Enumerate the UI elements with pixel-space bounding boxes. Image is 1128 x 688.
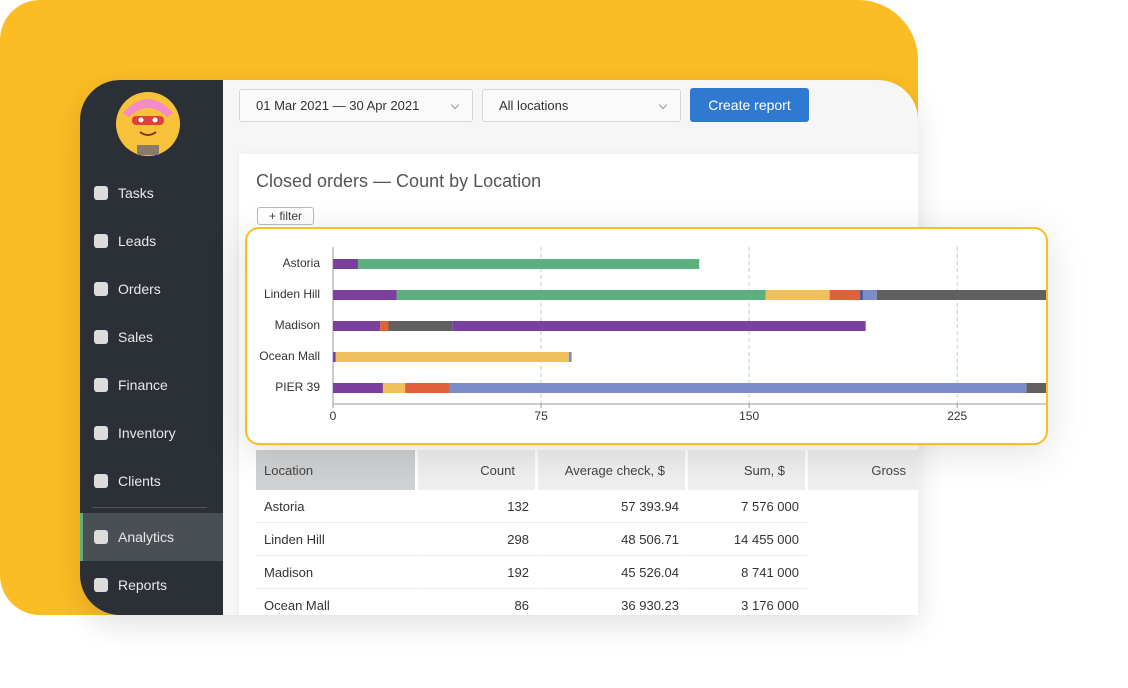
chart-panel: 0 75 150 225 Astoria Linden Hill Madison Ocean …	[245, 227, 1048, 445]
nav-label: Analytics	[118, 529, 175, 545]
table-cell: 7 576 000	[688, 490, 807, 523]
y-tick-label: Ocean Mall	[259, 349, 320, 363]
y-tick-label: Astoria	[283, 256, 321, 270]
y-tick-label: Linden Hill	[264, 287, 320, 301]
table-cell: 132	[418, 490, 537, 523]
table-cell: 192	[418, 556, 537, 589]
nav-item[interactable]: Reports	[80, 561, 223, 609]
nav-item[interactable]: Sales	[80, 313, 223, 361]
bar-segment	[405, 383, 450, 393]
separator	[92, 507, 207, 508]
column-header-label: Location	[264, 462, 314, 478]
column-header-label: Gross	[871, 462, 906, 478]
bar-segment	[333, 352, 336, 362]
column-header-label: Average check, $	[564, 462, 665, 478]
nav-label: Inventory	[118, 425, 176, 441]
bar-segment	[452, 321, 866, 331]
date-range-dropdown[interactable]: 01 Mar 2021 — 30 Apr 2021	[239, 89, 473, 122]
x-tick-label: 150	[739, 409, 759, 423]
table-cell: Madison	[256, 556, 417, 589]
bar-segment	[333, 383, 383, 393]
bar-segment	[388, 321, 453, 331]
table-cell: 8 741 000	[688, 556, 807, 589]
nav-item[interactable]: Tasks	[80, 169, 223, 217]
bar-segment	[829, 290, 861, 300]
nav-item[interactable]: Finance	[80, 361, 223, 409]
nav-item[interactable]: Analytics	[80, 513, 223, 561]
table-cell: 14 455 000	[688, 523, 807, 556]
nav-label: Clients	[118, 473, 161, 489]
bar-segment	[382, 383, 406, 393]
nav-label: Leads	[118, 233, 157, 249]
nav-icon	[94, 426, 108, 440]
chart-title: Closed orders — Count by Location	[256, 171, 542, 191]
x-tick-label: 75	[534, 409, 548, 423]
nav-item[interactable]: Orders	[80, 265, 223, 313]
column-header-label: Count	[480, 462, 515, 478]
nav-icon	[94, 330, 108, 344]
bar-segment	[333, 259, 358, 269]
column-header[interactable]: Sum, $	[688, 450, 807, 490]
bars	[333, 259, 1046, 393]
nav-icon	[94, 378, 108, 392]
table-cell: 3 176 000	[688, 589, 807, 615]
x-tick-label: 225	[947, 409, 967, 423]
bar-segment	[380, 321, 389, 331]
chart: 0 75 150 225 Astoria Linden Hill Madison Ocean …	[259, 247, 1046, 423]
table-cell: 36 930.23	[538, 589, 687, 615]
table-cell: Astoria	[256, 490, 417, 523]
nav-icon	[94, 530, 108, 544]
bar-segment	[860, 290, 863, 300]
table-cell: 48 506.71	[538, 523, 687, 556]
y-tick-label: PIER 39	[275, 380, 320, 394]
avatar	[116, 92, 180, 156]
nav-label: Tasks	[118, 185, 154, 201]
location-dropdown[interactable]: All locations	[482, 89, 681, 122]
bar-segment	[862, 290, 877, 300]
table-cell: 57 393.94	[538, 490, 687, 523]
bar-segment	[396, 290, 766, 300]
bar-segment	[335, 352, 569, 362]
filter-button[interactable]: + filter	[257, 207, 314, 225]
nav-label: Finance	[118, 377, 168, 393]
table-cell: Ocean Mall	[256, 589, 417, 615]
bar-segment	[1026, 383, 1046, 393]
table-cell: 86	[418, 589, 537, 615]
nav-icon	[94, 282, 108, 296]
nav-label: Orders	[118, 281, 161, 297]
column-header[interactable]: Gross	[808, 450, 918, 490]
y-tick-label: Madison	[275, 318, 320, 332]
bar-segment	[568, 352, 572, 362]
table-cell: Linden Hill	[256, 523, 417, 556]
column-header[interactable]: Location	[256, 450, 417, 490]
column-header-label: Sum, $	[743, 462, 785, 478]
bar-segment	[449, 383, 1027, 393]
bar-segment	[333, 290, 397, 300]
x-tick-label: 0	[330, 409, 337, 423]
table-cell: 298	[418, 523, 537, 556]
nav-item[interactable]: Inventory	[80, 409, 223, 457]
bar-segment	[765, 290, 830, 300]
nav-label: Sales	[118, 329, 154, 345]
nav-item[interactable]: Clients	[80, 457, 223, 505]
sidebar: Tasks Leads Orders Sales Finance Inventory Cli…	[80, 80, 223, 615]
nav-icon	[94, 186, 108, 200]
nav-icon	[94, 474, 108, 488]
nav-item[interactable]: Leads	[80, 217, 223, 265]
column-header[interactable]: Count	[418, 450, 537, 490]
bar-segment	[333, 321, 381, 331]
nav-icon	[94, 234, 108, 248]
bar-segment	[876, 290, 1046, 300]
table-cell: 45 526.04	[538, 556, 687, 589]
column-header[interactable]: Average check, $	[538, 450, 687, 490]
nav-icon	[94, 578, 108, 592]
bar-segment	[357, 259, 700, 269]
create-report-button[interactable]: Create report	[690, 88, 809, 122]
nav-label: Reports	[118, 577, 168, 593]
